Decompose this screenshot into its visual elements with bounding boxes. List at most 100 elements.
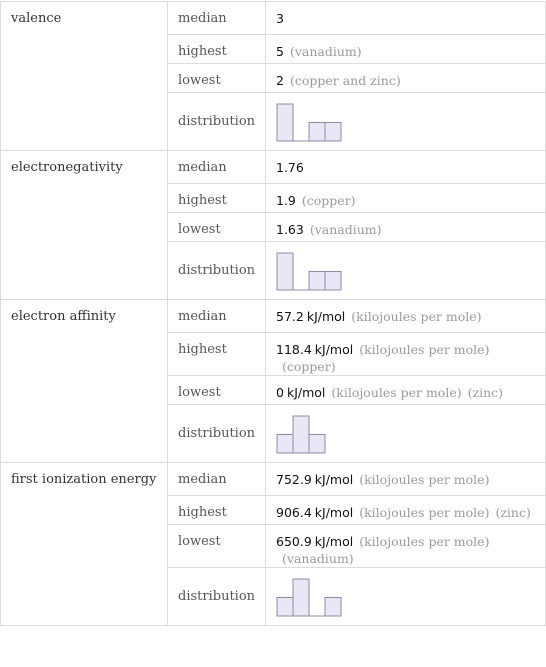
- table-body: valence median 3 highest 5 (vanadium) lowest 2(…: [0, 1, 546, 626]
- entry-note: (kilojoules per mole): [359, 342, 490, 357]
- entry-label: distribution: [167, 92, 266, 151]
- entry-label: median: [167, 150, 266, 184]
- entry-note: (copper and zinc): [289, 73, 401, 88]
- entry-value: 5: [276, 44, 284, 59]
- entry-label: median: [167, 1, 266, 35]
- property-table: valence median 3 highest 5 (vanadium) lowest 2(…: [0, 1, 546, 626]
- row: highest 5 (vanadium): [1, 34, 546, 64]
- entry-value-cell: [265, 92, 546, 151]
- entry-label: lowest: [167, 524, 266, 568]
- histogram-bar: [292, 415, 310, 453]
- histogram: [276, 103, 342, 141]
- row: valence median 3: [0, 1, 546, 151]
- entry-label: median: [167, 299, 266, 333]
- entry-unit: kJ/mol: [314, 472, 354, 487]
- entry-label: lowest: [167, 212, 266, 242]
- histogram-bar: [308, 433, 326, 453]
- entry-note: (zinc): [495, 505, 531, 520]
- entry-note: (kilojoules per mole): [359, 534, 490, 549]
- entry-label: highest: [167, 183, 266, 213]
- row: lowest 2 (copper and zinc): [1, 63, 546, 93]
- property-name: first ionization energy: [0, 462, 168, 626]
- entry-label: highest: [167, 34, 266, 64]
- entry-value: 118.4: [276, 342, 312, 357]
- entry-value-cell: 906.4 kJ/mol (kilojoules per mole) (zinc): [265, 495, 546, 525]
- entry-note: (kilojoules per mole): [359, 472, 490, 487]
- histogram-bar: [324, 596, 342, 616]
- entry-note: (copper): [282, 359, 336, 374]
- entry-value-cell: 118.4 kJ/mol (kilojoules per mole) (copper): [265, 332, 546, 376]
- entry-label: lowest: [167, 375, 266, 405]
- entry-label: lowest: [167, 63, 266, 93]
- entry-value-cell: 1.76: [265, 150, 546, 184]
- entry-unit: kJ/mol: [286, 385, 326, 400]
- row: distribution: [1, 241, 546, 300]
- entry-value-cell: 0 kJ/mol (kilojoules per mole) (zinc): [265, 375, 546, 405]
- histogram: [276, 578, 342, 616]
- histogram-bar: [276, 596, 294, 616]
- entry-value: 57.2: [276, 309, 304, 324]
- row: highest 1.9 (copper): [1, 183, 546, 213]
- row: highest 118.4 kJ/mol (kilojoules per mole) (…: [1, 332, 546, 376]
- entry-label: distribution: [167, 241, 266, 300]
- histogram: [276, 415, 326, 453]
- entry-value-cell: [265, 241, 546, 300]
- row: lowest 650.9 kJ/mol (kilojoules per mole) (v…: [1, 524, 546, 568]
- entry-value-cell: 1.63 (vanadium): [265, 212, 546, 242]
- entry-note: (vanadium): [282, 551, 354, 566]
- entry-note: (zinc): [467, 385, 503, 400]
- entry-value: 1.63: [276, 222, 304, 237]
- entry-value-cell: 2 (copper and zinc): [265, 63, 546, 93]
- entry-label: distribution: [167, 567, 266, 626]
- entry-label: median: [167, 462, 266, 496]
- histogram-bar: [292, 578, 310, 616]
- entry-note: (kilojoules per mole): [351, 309, 482, 324]
- row: distribution: [1, 92, 546, 151]
- entry-value: 752.9: [276, 472, 312, 487]
- entry-note: (vanadium): [309, 222, 382, 237]
- histogram-bar: [324, 121, 342, 141]
- entry-value: 1.76: [276, 160, 304, 175]
- entry-unit: kJ/mol: [306, 309, 346, 324]
- entry-unit: kJ/mol: [314, 534, 354, 549]
- row: first ionization energy median 752.9 kJ/mol…: [0, 462, 546, 626]
- entry-value: 2: [276, 73, 284, 88]
- entry-unit: kJ/mol: [314, 505, 354, 520]
- entry-value: 3: [276, 11, 284, 26]
- row: lowest 0 kJ/mol (kilojoules per mole) (zinc): [1, 375, 546, 405]
- property-name: electronegativity: [0, 150, 168, 300]
- entry-value-cell: [265, 404, 546, 463]
- histogram-bar: [324, 270, 342, 290]
- property-name: electron affinity: [0, 299, 168, 463]
- property-name: valence: [0, 1, 168, 151]
- entry-value: 650.9: [276, 534, 312, 549]
- histogram-bar: [276, 433, 294, 453]
- entry-label: highest: [167, 495, 266, 525]
- entry-note: (vanadium): [289, 44, 362, 59]
- entry-note: (copper): [301, 193, 356, 208]
- entry-label: distribution: [167, 404, 266, 463]
- entry-unit: kJ/mol: [314, 342, 354, 357]
- histogram: [276, 252, 342, 290]
- entry-value-cell: 752.9 kJ/mol (kilojoules per mole): [265, 462, 546, 496]
- histogram-bar: [308, 270, 326, 290]
- entry-value: 906.4: [276, 505, 312, 520]
- row: distribution: [1, 404, 546, 463]
- entry-label: highest: [167, 332, 266, 376]
- entry-value: 1.9: [276, 193, 296, 208]
- entry-value-cell: 57.2 kJ/mol (kilojoules per mole): [265, 299, 546, 333]
- row: lowest 1.63 (vanadium): [1, 212, 546, 242]
- entry-value-cell: 5 (vanadium): [265, 34, 546, 64]
- row: electron affinity median 57.2 kJ/mol (kilojo…: [0, 299, 546, 463]
- entry-value-cell: [265, 567, 546, 626]
- entry-note: (kilojoules per mole): [331, 385, 462, 400]
- entry-value-cell: 1.9 (copper): [265, 183, 546, 213]
- entry-value: 0: [276, 385, 284, 400]
- entry-value-cell: 3: [265, 1, 546, 35]
- histogram-bar: [308, 121, 326, 141]
- entry-value-cell: 650.9 kJ/mol (kilojoules per mole) (vanadiu…: [265, 524, 546, 568]
- row: electronegativity median 1.76: [0, 150, 546, 300]
- row: distribution: [1, 567, 546, 626]
- histogram-bar: [276, 252, 294, 290]
- histogram-bar: [276, 103, 294, 141]
